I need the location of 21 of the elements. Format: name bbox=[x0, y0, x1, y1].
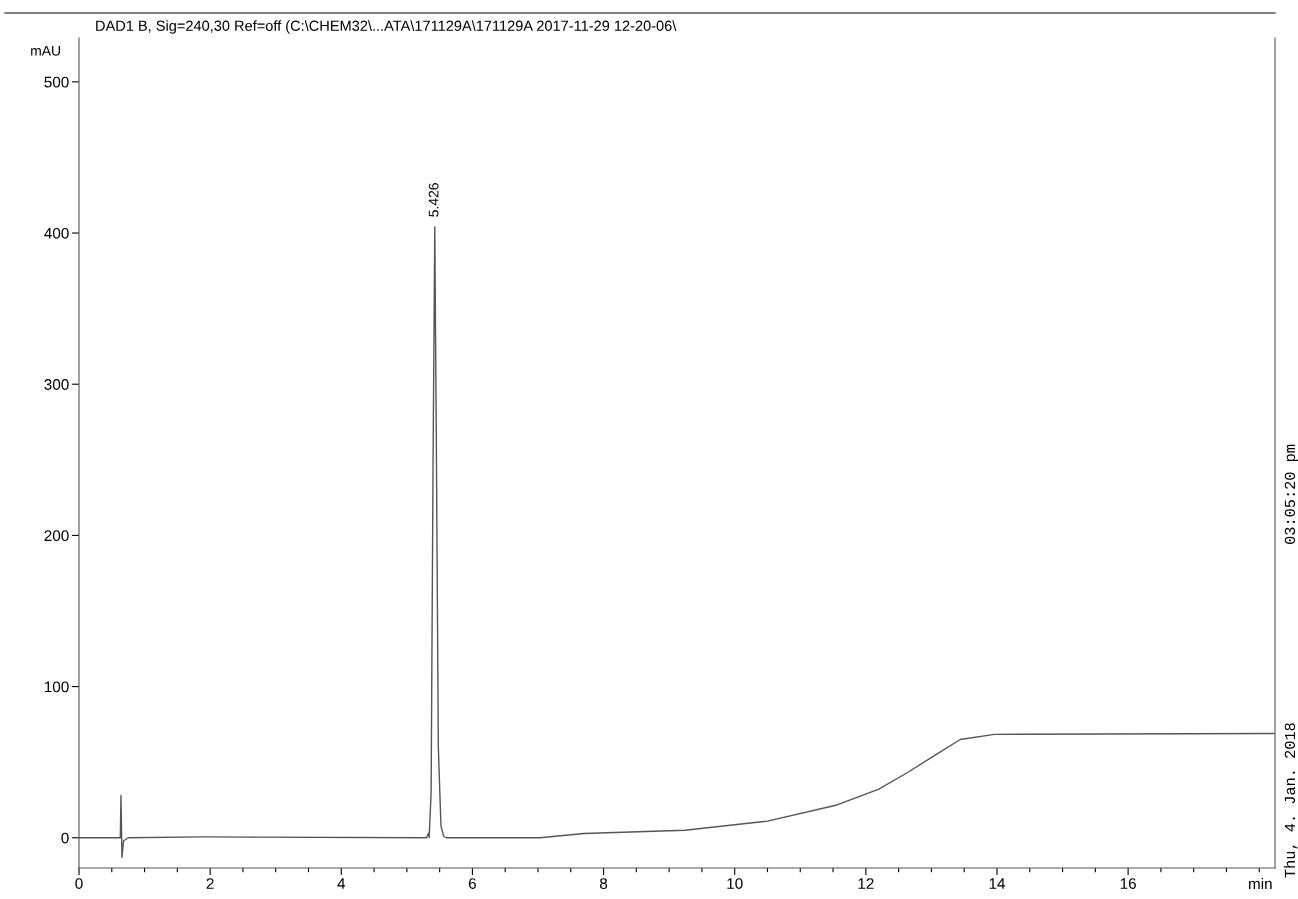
chart-title: DAD1 B, Sig=240,30 Ref=off (C:\CHEM32\...ATA\171129A\171129A 2017-11-29 12-20-06\ bbox=[96, 20, 677, 34]
x-tick-label: 0 bbox=[75, 878, 83, 889]
y-tick-label: 400 bbox=[44, 227, 69, 239]
x-tick-label: 2 bbox=[206, 878, 214, 889]
y-tick-label: 200 bbox=[44, 530, 69, 542]
x-tick-label: 14 bbox=[989, 878, 1006, 889]
text: 03:05:20 pm bbox=[1284, 444, 1298, 544]
annotation: 5.426 bbox=[428, 183, 439, 217]
y-tick-label: 300 bbox=[44, 379, 69, 390]
text: Thu, 4. Jan. 2018 bbox=[1283, 723, 1298, 878]
x-tick-label: 8 bbox=[599, 878, 608, 889]
y-axis-title: mAU bbox=[31, 45, 60, 56]
y-tick-label: 0 bbox=[61, 832, 69, 844]
y-tick-label: 100 bbox=[44, 681, 69, 693]
x-tick-label: 6 bbox=[468, 878, 476, 889]
x-tick-label: 10 bbox=[727, 878, 743, 889]
x-tick-label: 4 bbox=[337, 878, 346, 889]
y-tick-label: 500 bbox=[44, 76, 69, 88]
x-tick-label: 16 bbox=[1120, 878, 1136, 889]
x-tick-label: 12 bbox=[858, 878, 874, 889]
x-axis-title: min bbox=[1249, 877, 1272, 890]
